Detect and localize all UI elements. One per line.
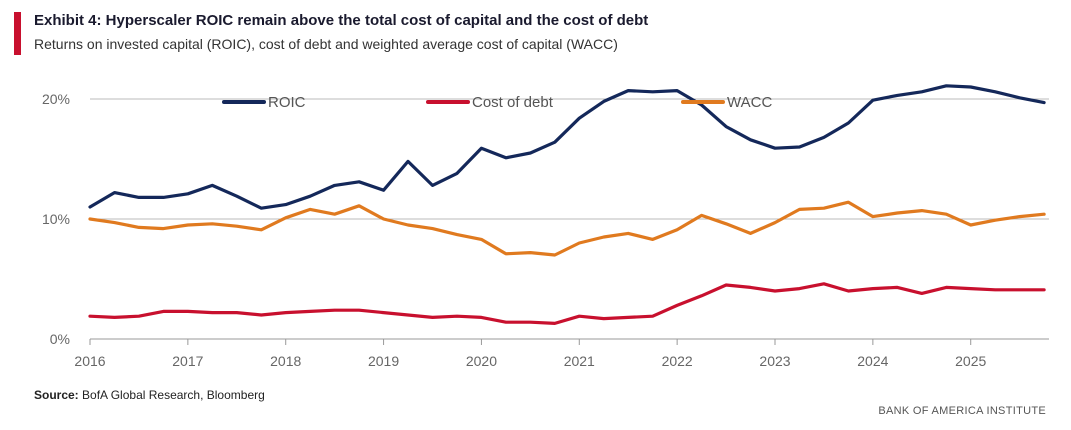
source-note: Source: BofA Global Research, Bloomberg xyxy=(34,388,265,402)
x-tick-label: 2018 xyxy=(270,353,301,369)
source-text: BofA Global Research, Bloomberg xyxy=(82,388,265,402)
x-tick-label: 2022 xyxy=(662,353,693,369)
legend-label: WACC xyxy=(727,94,772,111)
grid-lines xyxy=(90,98,1049,340)
y-axis-ticks: 0% 10% 20% xyxy=(42,91,70,347)
source-label: Source: xyxy=(34,388,79,402)
chart-title: Exhibit 4: Hyperscaler ROIC remain above… xyxy=(34,12,649,29)
y-tick-label: 10% xyxy=(42,211,70,227)
series-line-wacc xyxy=(88,200,1046,257)
line-chart: 0% 10% 20% 2016 2017 2018 2019 2020 2021 2022 202… xyxy=(42,84,1049,369)
x-tick-label: 2024 xyxy=(857,353,888,369)
series-line-cost-of-debt xyxy=(88,282,1046,325)
y-tick-label: 20% xyxy=(42,91,70,107)
x-tick-label: 2025 xyxy=(955,353,986,369)
brand-footer: BANK OF AMERICA INSTITUTE xyxy=(878,405,1046,417)
x-tick-label: 2020 xyxy=(466,353,497,369)
legend-label: ROIC xyxy=(268,94,306,111)
x-tick-label: 2016 xyxy=(74,353,105,369)
x-tick-label: 2023 xyxy=(759,353,790,369)
x-axis-ticks: 2016 2017 2018 2019 2020 2021 2022 2023 2024 2025 xyxy=(74,339,986,369)
x-tick-label: 2021 xyxy=(564,353,595,369)
chart-legend: ROIC Cost of debt WACC xyxy=(222,94,772,111)
y-tick-label: 0% xyxy=(50,331,70,347)
x-tick-label: 2017 xyxy=(172,353,203,369)
x-tick-label: 2019 xyxy=(368,353,399,369)
title-accent-bar xyxy=(14,12,21,55)
series-line-roic xyxy=(88,84,1046,210)
series-lines xyxy=(88,84,1046,325)
chart-subtitle: Returns on invested capital (ROIC), cost… xyxy=(34,36,618,52)
legend-label: Cost of debt xyxy=(472,94,554,111)
